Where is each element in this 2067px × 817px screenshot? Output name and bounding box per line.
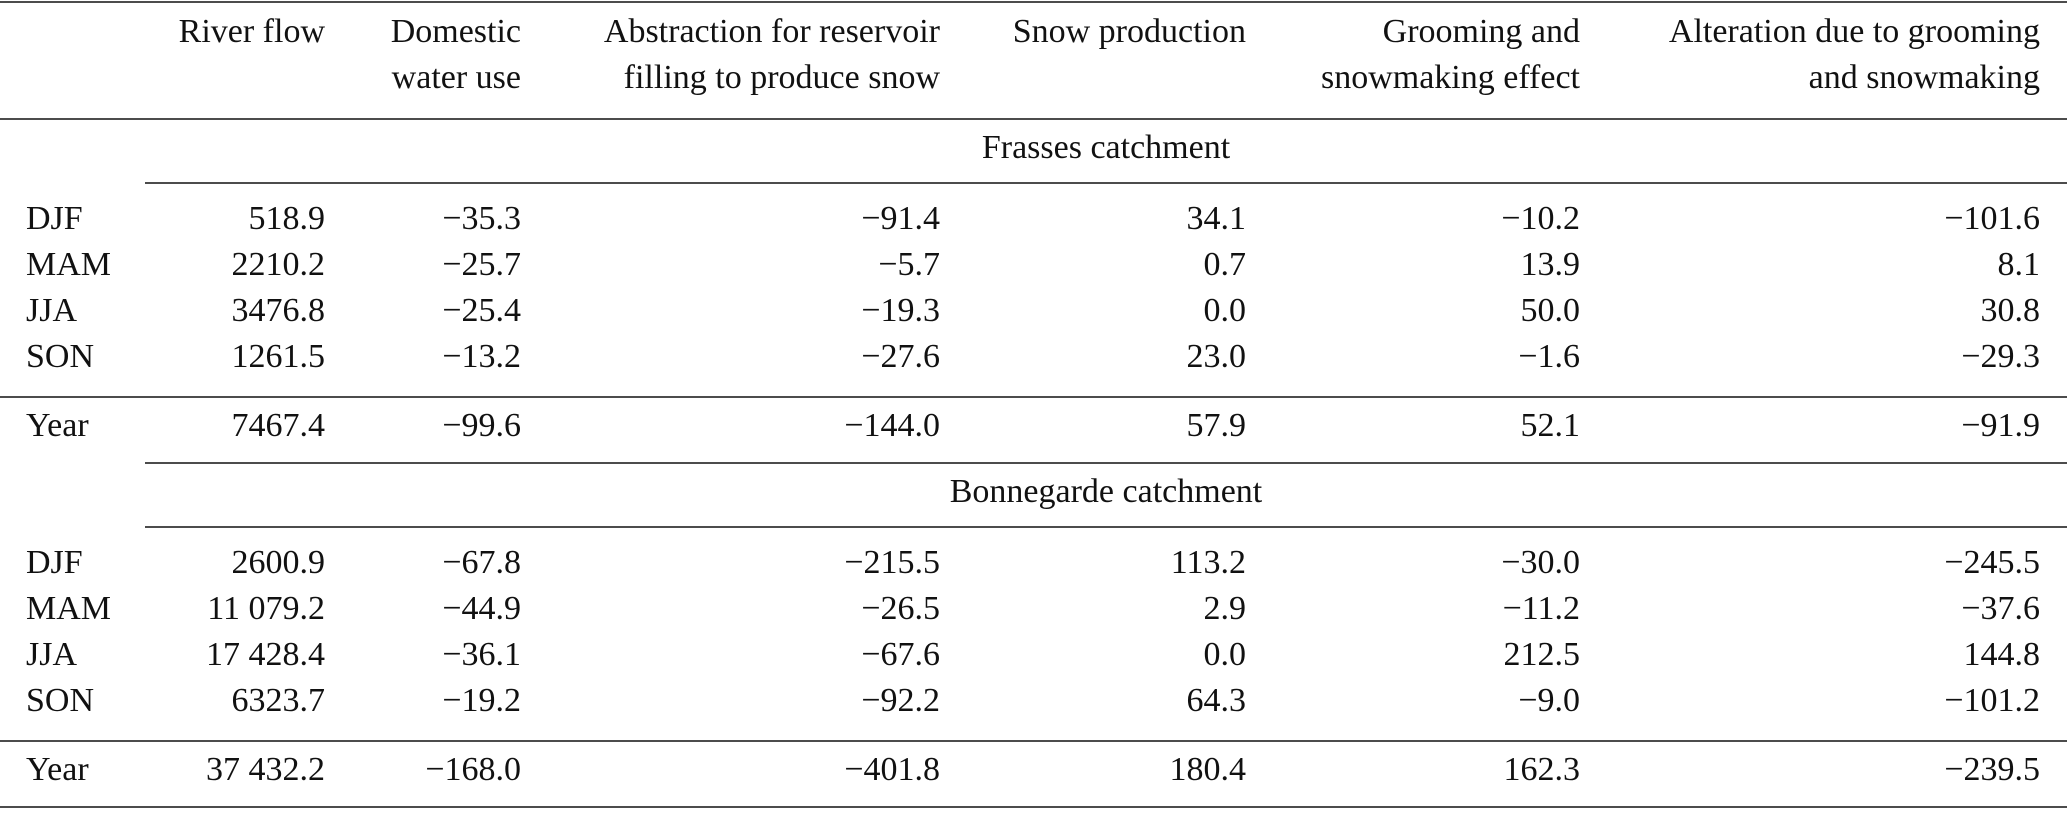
cell: 0.7 (1204, 246, 1247, 283)
cell: 50.0 (1521, 292, 1581, 329)
row-label: Year (26, 407, 89, 444)
cell: 23.0 (1187, 338, 1247, 375)
cell: 212.5 (1504, 636, 1581, 673)
cell: −91.9 (1961, 407, 2040, 444)
cell: 57.9 (1187, 407, 1247, 444)
cell: −5.7 (878, 246, 940, 283)
cell: 0.0 (1204, 292, 1247, 329)
cell: −1.6 (1518, 338, 1580, 375)
cell: −25.7 (442, 246, 521, 283)
cell: 2.9 (1204, 590, 1247, 627)
cell: −99.6 (442, 407, 521, 444)
column-header: Alteration due to grooming (1669, 13, 2040, 50)
cell: −67.6 (861, 636, 940, 673)
cell: 144.8 (1964, 636, 2041, 673)
cell: 64.3 (1187, 682, 1247, 719)
cell: −29.3 (1961, 338, 2040, 375)
cell: −144.0 (844, 407, 940, 444)
cell: −67.8 (442, 544, 521, 581)
cell: 3476.8 (232, 292, 326, 329)
column-header: water use (392, 59, 521, 96)
section-title: Frasses catchment (982, 129, 1231, 166)
cell: −168.0 (425, 751, 521, 788)
row-label: Year (26, 751, 89, 788)
cell: −91.4 (861, 200, 940, 237)
column-header: Snow production (1013, 13, 1246, 50)
cell: 2600.9 (232, 544, 326, 581)
cell: −35.3 (442, 200, 521, 237)
column-header: and snowmaking (1809, 59, 2040, 96)
row-label: DJF (26, 200, 83, 237)
column-header: Grooming and (1383, 13, 1580, 50)
cell: 13.9 (1521, 246, 1581, 283)
cell: −245.5 (1944, 544, 2040, 581)
cell: −9.0 (1518, 682, 1580, 719)
cell: 37 432.2 (206, 751, 325, 788)
cell: −239.5 (1944, 751, 2040, 788)
cell: 180.4 (1170, 751, 1247, 788)
cell: 52.1 (1521, 407, 1581, 444)
cell: 34.1 (1187, 200, 1247, 237)
cell: −19.2 (442, 682, 521, 719)
cell: 6323.7 (232, 682, 326, 719)
row-label: SON (26, 338, 94, 375)
cell: −36.1 (442, 636, 521, 673)
cell: −13.2 (442, 338, 521, 375)
cell: 113.2 (1171, 544, 1246, 581)
row-label: DJF (26, 544, 83, 581)
cell: −27.6 (861, 338, 940, 375)
cell: 11 079.2 (207, 590, 325, 627)
cell: −44.9 (442, 590, 521, 627)
cell: 1261.5 (232, 338, 326, 375)
cell: −101.2 (1944, 682, 2040, 719)
cell: −25.4 (442, 292, 521, 329)
cell: 0.0 (1204, 636, 1247, 673)
cell: −10.2 (1501, 200, 1580, 237)
column-header: snowmaking effect (1321, 59, 1581, 96)
row-label: SON (26, 682, 94, 719)
cell: 7467.4 (232, 407, 326, 444)
cell: 30.8 (1981, 292, 2041, 329)
cell: −37.6 (1961, 590, 2040, 627)
row-label: MAM (26, 246, 111, 283)
cell: −215.5 (844, 544, 940, 581)
cell: 2210.2 (232, 246, 326, 283)
cell: −101.6 (1944, 200, 2040, 237)
row-label: JJA (26, 636, 77, 673)
cell: −30.0 (1501, 544, 1580, 581)
cell: −19.3 (861, 292, 940, 329)
cell: −92.2 (861, 682, 940, 719)
cell: 162.3 (1504, 751, 1581, 788)
section-title: Bonnegarde catchment (950, 473, 1263, 510)
cell: −11.2 (1503, 590, 1580, 627)
column-header: River flow (179, 13, 326, 50)
cell: 8.1 (1998, 246, 2041, 283)
column-header: Abstraction for reservoir (604, 13, 941, 50)
row-label: MAM (26, 590, 111, 627)
column-header: Domestic (391, 13, 521, 50)
cell: 17 428.4 (206, 636, 325, 673)
cell: −401.8 (844, 751, 940, 788)
cell: −26.5 (861, 590, 940, 627)
row-label: JJA (26, 292, 77, 329)
cell: 518.9 (249, 200, 326, 237)
column-header: filling to produce snow (624, 59, 941, 96)
